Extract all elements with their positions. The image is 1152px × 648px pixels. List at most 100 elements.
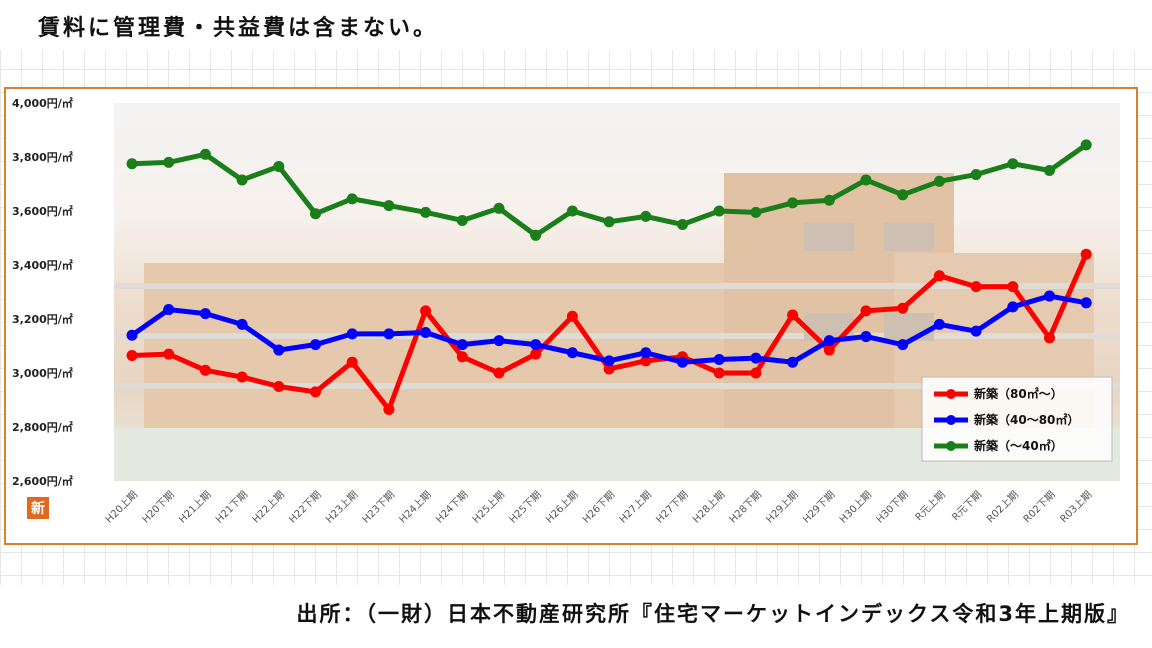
x-tick-label: H26下期 <box>580 489 617 526</box>
data-point <box>1080 248 1092 260</box>
data-point <box>1007 301 1019 313</box>
x-tick-label: H20上期 <box>103 489 140 526</box>
data-point <box>860 305 872 317</box>
data-point <box>566 310 578 322</box>
x-tick-label: H23上期 <box>323 489 360 526</box>
data-point <box>860 331 872 343</box>
data-point <box>750 367 762 379</box>
data-point <box>603 363 615 375</box>
data-point <box>493 202 505 214</box>
x-tick-label: H21上期 <box>177 489 214 526</box>
x-tick-label: H27上期 <box>617 489 654 526</box>
data-point <box>236 371 248 383</box>
data-point <box>273 344 285 356</box>
logo-glyph: 新 <box>31 501 45 517</box>
data-point <box>530 229 542 241</box>
data-point <box>640 355 652 367</box>
data-point <box>383 328 395 340</box>
data-point <box>1080 297 1092 309</box>
data-point <box>787 356 799 368</box>
source-area: 出所：（一財）日本不動産研究所『住宅マーケットインデックス令和3年上期版』 <box>0 585 1152 648</box>
data-point <box>163 348 175 360</box>
x-tick-label: H28下期 <box>727 489 764 526</box>
data-point <box>750 352 762 364</box>
data-point <box>310 386 321 398</box>
legend-label: 新築（40〜80㎡） <box>974 412 1079 427</box>
data-point <box>199 364 211 376</box>
header-note-area: 賃料に管理費・共益費は含まない。 <box>0 0 1152 50</box>
data-point <box>346 328 358 340</box>
x-tick-label: H29上期 <box>764 489 801 526</box>
legend-swatch-marker <box>946 441 956 451</box>
data-point <box>640 347 652 359</box>
data-point <box>346 193 358 205</box>
data-point <box>163 156 175 168</box>
data-point <box>713 205 725 217</box>
data-point <box>603 216 615 228</box>
x-tick-label: H28上期 <box>690 489 727 526</box>
shin-logo-icon: 新 <box>27 497 49 519</box>
y-tick-label: 3,000円/㎡ <box>12 366 73 380</box>
data-point <box>566 347 578 359</box>
data-point <box>493 335 505 347</box>
data-point <box>566 205 578 217</box>
data-point <box>1044 165 1055 176</box>
legend-swatch-marker <box>946 389 956 399</box>
data-point <box>897 189 909 201</box>
data-point <box>823 344 835 356</box>
data-point <box>823 335 835 347</box>
data-point <box>530 339 542 351</box>
y-tick-label: 4,000円/㎡ <box>12 96 73 110</box>
x-tick-label: H25下期 <box>507 489 544 526</box>
data-point <box>1007 158 1019 170</box>
data-point <box>199 308 211 320</box>
data-point <box>273 381 285 392</box>
x-tick-label: H22上期 <box>250 489 287 526</box>
data-point <box>126 329 138 341</box>
x-tick-label: R02下期 <box>1021 489 1058 526</box>
x-tick-label: H23下期 <box>360 489 397 526</box>
data-point <box>1044 290 1055 302</box>
header-note: 賃料に管理費・共益費は含まない。 <box>38 16 439 41</box>
data-point <box>897 339 909 351</box>
data-point <box>236 174 248 186</box>
x-tick-label: H22下期 <box>287 489 324 526</box>
data-point <box>199 148 211 160</box>
data-point <box>640 210 652 222</box>
x-tick-label: R元下期 <box>950 489 985 524</box>
data-point <box>823 194 835 206</box>
data-point <box>713 367 725 379</box>
data-point <box>787 309 799 321</box>
data-point <box>933 175 945 187</box>
data-point <box>713 354 725 365</box>
data-point <box>126 158 138 170</box>
y-tick-label: 3,200円/㎡ <box>12 312 73 326</box>
legend-swatch-marker <box>946 415 956 425</box>
data-point <box>970 325 982 337</box>
data-point <box>420 305 432 317</box>
data-point <box>677 219 688 230</box>
data-point <box>1044 332 1055 344</box>
legend-label: 新築（〜40㎡） <box>974 438 1063 453</box>
x-tick-label: H24上期 <box>397 489 434 526</box>
source-citation: 出所：（一財）日本不動産研究所『住宅マーケットインデックス令和3年上期版』 <box>296 602 1130 626</box>
x-tick-label: R03上期 <box>1058 489 1095 526</box>
y-tick-label: 2,600円/㎡ <box>12 474 73 488</box>
data-point <box>456 339 468 351</box>
x-tick-label: H30上期 <box>837 489 874 526</box>
data-point <box>787 197 799 209</box>
x-tick-label: H20下期 <box>140 489 177 526</box>
y-tick-label: 3,600円/㎡ <box>12 204 73 218</box>
x-tick-label: H21下期 <box>213 489 250 526</box>
x-tick-label: H26上期 <box>544 489 581 526</box>
line-chart: 2,600円/㎡ 2,800円/㎡ 3,000円/㎡ 3,200円/㎡ 3,400円/㎡… <box>12 96 1113 526</box>
x-tick-label: H29下期 <box>800 489 837 526</box>
data-point <box>456 214 468 226</box>
x-tick-label: H30下期 <box>874 489 911 526</box>
y-tick-label: 2,800円/㎡ <box>12 420 73 434</box>
data-point <box>530 348 542 360</box>
legend-label: 新築（80㎡〜） <box>974 386 1063 401</box>
data-point <box>310 208 321 220</box>
data-point <box>163 304 175 316</box>
x-tick-label: H27下期 <box>654 489 691 526</box>
